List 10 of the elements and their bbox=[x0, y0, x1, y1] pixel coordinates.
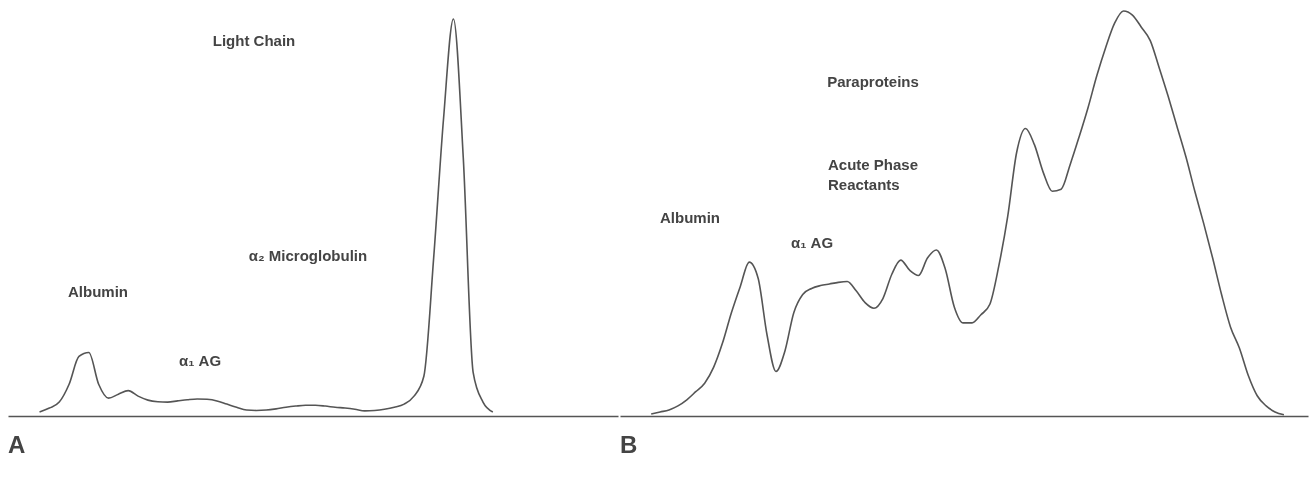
annotation: Albumin bbox=[68, 283, 128, 300]
annotation: Acute Phase Reactants bbox=[828, 156, 919, 193]
annotation: α₁ AG bbox=[178, 352, 222, 369]
text: B bbox=[620, 431, 638, 458]
annotation: α₁ AG bbox=[790, 234, 834, 251]
text: A bbox=[8, 431, 26, 458]
annotation: α₂ Microglobulin bbox=[248, 247, 368, 264]
annotation: Light Chain bbox=[212, 32, 296, 49]
annotation: Albumin bbox=[660, 209, 720, 226]
annotation: Paraproteins bbox=[827, 73, 919, 90]
